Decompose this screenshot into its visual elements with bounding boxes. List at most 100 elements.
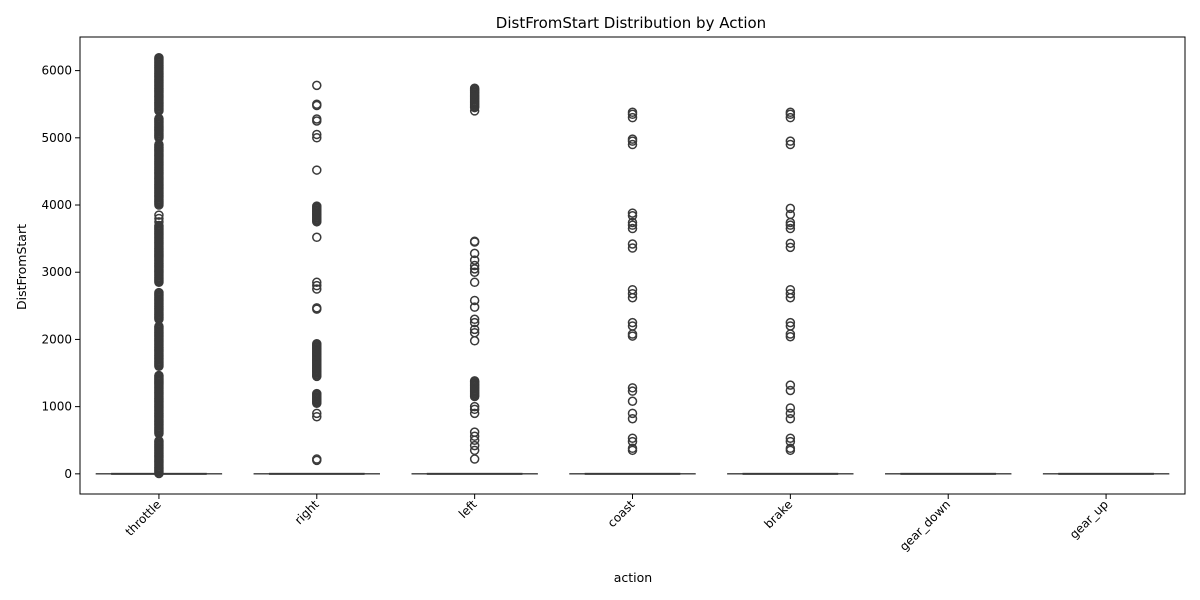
outlier-point (469, 277, 480, 288)
outlier-point (627, 217, 638, 228)
outlier-point (469, 248, 480, 259)
outlier-point (312, 408, 322, 419)
outlier-point (312, 388, 322, 399)
outlier-point (785, 136, 796, 146)
outlier-point (785, 380, 796, 390)
outlier-point (627, 413, 638, 424)
outlier-point (469, 427, 480, 437)
y-tick-label: 4000 (41, 198, 72, 212)
outlier-point (785, 107, 796, 118)
box-group-gear_down (885, 472, 1012, 475)
outlier-point (627, 436, 638, 447)
y-tick-label: 1000 (41, 400, 72, 414)
outlier-point (627, 433, 638, 443)
outlier-point (785, 436, 796, 447)
outlier-point (469, 255, 480, 265)
x-tick-label: right (292, 497, 322, 527)
outlier-point (785, 209, 796, 220)
outlier-point (627, 208, 638, 218)
y-tick-label: 2000 (41, 332, 72, 346)
x-tick-label: gear_up (1067, 497, 1111, 541)
outlier-point (785, 317, 796, 328)
outlier-point (312, 129, 322, 140)
outlier-point (785, 321, 796, 331)
outlier-point (627, 107, 638, 118)
outlier-point (154, 213, 164, 224)
outlier-point (627, 317, 638, 328)
plot-area: 0 1000 2000 3000 4000 5000 6000 throttle right le… (41, 52, 1170, 554)
outlier-point (312, 280, 322, 291)
box-group-throttle (95, 52, 223, 479)
outlier-point (312, 165, 322, 175)
y-axis-label: DistFromStart (14, 224, 29, 310)
outlier-point (312, 277, 322, 288)
outlier-point (469, 83, 480, 93)
outlier-point (627, 239, 638, 249)
y-tick-label: 0 (64, 467, 72, 481)
x-tick-label: coast (605, 497, 638, 530)
outlier-point (469, 336, 480, 346)
outlier-point (627, 223, 638, 234)
outlier-point (627, 321, 638, 331)
outlier-point (469, 317, 480, 328)
outlier-point (627, 211, 638, 221)
box-group-gear_up (1042, 472, 1170, 475)
outlier-point (312, 133, 322, 143)
outlier-point (469, 324, 480, 335)
plot-frame (79, 36, 1186, 495)
box-group-left (411, 83, 538, 475)
outlier-point (469, 408, 480, 419)
outlier-point (469, 267, 480, 277)
outlier-point (627, 220, 638, 230)
outlier-point (469, 295, 480, 306)
outlier-point (469, 404, 480, 415)
outlier-point (785, 408, 796, 419)
outlier-point (312, 114, 322, 124)
outlier-point (469, 236, 480, 247)
outlier-point (627, 112, 638, 123)
outlier-point (627, 139, 638, 150)
outlier-point (469, 106, 480, 116)
box-group-coast (569, 107, 696, 475)
outlier-point (312, 99, 322, 109)
outlier-point (785, 331, 796, 342)
outlier-point (469, 260, 480, 271)
outlier-point (785, 203, 796, 214)
outlier-point (785, 112, 796, 123)
outlier-point (154, 287, 164, 298)
y-tick-label: 5000 (41, 131, 72, 145)
outlier-point (312, 284, 322, 294)
outlier-point (312, 232, 322, 243)
outlier-point (785, 385, 796, 396)
outlier-point (627, 288, 638, 299)
y-tick-label: 3000 (41, 265, 72, 279)
outlier-point (785, 413, 796, 424)
outlier-point (785, 242, 796, 253)
x-tick-label: throttle (123, 497, 164, 538)
x-axis-label: action (614, 570, 652, 585)
outlier-point (627, 284, 638, 295)
outlier-point (627, 408, 638, 419)
outlier-point (469, 327, 480, 338)
outlier-point (312, 201, 322, 211)
outlier-point (785, 403, 796, 413)
outlier-point (785, 139, 796, 150)
outlier-point (785, 238, 796, 249)
outlier-point (312, 338, 322, 349)
outlier-point (785, 223, 796, 234)
x-tick-label: brake (761, 497, 795, 531)
outlier-point (469, 314, 480, 325)
outlier-point (312, 303, 322, 313)
outlier-point (627, 396, 638, 407)
outlier-point (785, 220, 796, 230)
outlier-point (785, 433, 796, 443)
outlier-point (469, 302, 480, 312)
outlier-point (154, 210, 164, 220)
outlier-point (627, 443, 638, 454)
outlier-point (627, 386, 638, 396)
outlier-point (469, 440, 480, 451)
box-group-brake (727, 107, 854, 475)
outlier-point (469, 401, 480, 412)
